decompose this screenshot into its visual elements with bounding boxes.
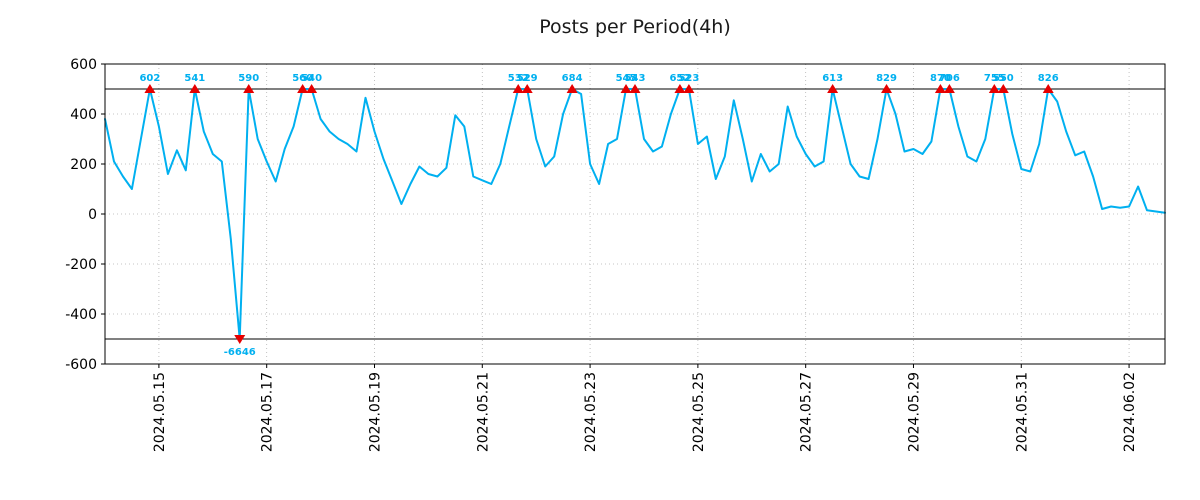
y-tick-label: -200 — [65, 257, 97, 273]
y-tick-label: -600 — [65, 357, 97, 373]
peak-marker — [521, 84, 533, 93]
peak-value-label: 545 — [616, 73, 637, 84]
plot-border — [104, 63, 1166, 365]
y-tick-label: 0 — [88, 207, 97, 223]
peak-marker — [943, 84, 955, 93]
peak-value-label: 652 — [669, 73, 690, 84]
chart-title: Posts per Period(4h) — [539, 16, 731, 38]
peak-marker — [243, 84, 255, 93]
peak-marker — [827, 84, 839, 93]
trough-value-label: -6646 — [224, 347, 256, 358]
peak-marker — [1042, 84, 1054, 93]
peak-value-label: 523 — [678, 73, 699, 84]
peak-marker — [988, 84, 1000, 93]
peak-marker — [934, 84, 946, 93]
peak-value-label: 560 — [292, 73, 313, 84]
peak-marker — [144, 84, 156, 93]
peak-marker — [629, 84, 641, 93]
x-tick-label: 2024.05.21 — [475, 372, 491, 452]
y-tick-label: -400 — [65, 307, 97, 323]
x-tick-label: 2024.05.19 — [367, 372, 383, 452]
peak-marker — [620, 84, 632, 93]
peak-marker — [683, 84, 695, 93]
peak-marker — [674, 84, 686, 93]
peak-value-label: 602 — [139, 73, 160, 84]
peak-value-label: 755 — [984, 73, 1005, 84]
x-tick-label: 2024.06.02 — [1122, 372, 1138, 452]
peak-value-label: 529 — [517, 73, 538, 84]
x-tick-label: 2024.05.15 — [152, 372, 168, 452]
x-tick-label: 2024.05.29 — [906, 372, 922, 452]
peak-value-label: 541 — [184, 73, 205, 84]
x-tick-label: 2024.05.27 — [799, 372, 815, 452]
x-tick-label: 2024.05.17 — [260, 372, 276, 452]
peak-marker — [566, 84, 578, 93]
peak-value-label: 684 — [562, 73, 583, 84]
peak-value-label: 826 — [1038, 73, 1059, 84]
y-tick-label: 200 — [70, 157, 97, 173]
peak-marker — [997, 84, 1009, 93]
peak-value-label: 540 — [301, 73, 322, 84]
x-tick-label: 2024.05.25 — [691, 372, 707, 452]
peak-value-label: 706 — [939, 73, 960, 84]
peak-value-label: 550 — [993, 73, 1014, 84]
x-tick-label: 2024.05.23 — [583, 372, 599, 452]
peak-value-label: 870 — [930, 73, 951, 84]
peak-value-label: 543 — [625, 73, 646, 84]
peak-value-label: 532 — [508, 73, 529, 84]
peak-value-label: 590 — [238, 73, 259, 84]
peak-value-label: 613 — [822, 73, 843, 84]
trough-marker — [234, 335, 246, 344]
peak-marker — [881, 84, 893, 93]
y-tick-label: 600 — [70, 57, 97, 73]
x-tick-label: 2024.05.31 — [1014, 372, 1030, 452]
peak-marker — [297, 84, 309, 93]
y-tick-label: 400 — [70, 107, 97, 123]
peak-marker — [512, 84, 524, 93]
peak-value-label: 829 — [876, 73, 897, 84]
peak-marker — [189, 84, 201, 93]
peak-marker — [306, 84, 318, 93]
